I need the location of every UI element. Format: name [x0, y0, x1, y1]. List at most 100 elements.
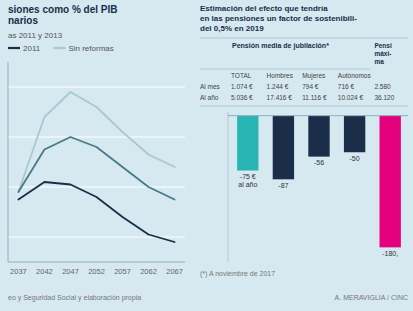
- text-line: 1.074 €: [231, 83, 253, 90]
- text-line: as 2011 y 2013: [8, 31, 63, 40]
- table-column-label: Hombres: [267, 72, 294, 79]
- text-line: -87: [278, 182, 288, 189]
- text-line: narios: [8, 15, 38, 26]
- table-column-label: Mujeres: [302, 72, 326, 80]
- table-row-label: Al año: [200, 94, 219, 101]
- text-line: 794 €: [302, 83, 319, 90]
- title: siones como % del PIBnarios: [8, 4, 117, 26]
- background: [0, 0, 413, 311]
- text-line: ma: [374, 58, 384, 65]
- text-line: eo y Seguridad Social y elaboración prop…: [8, 294, 141, 302]
- text-line: 2011: [23, 44, 41, 53]
- table-cell: 794 €: [302, 83, 319, 90]
- divider: [200, 69, 370, 70]
- text-line: 2067: [166, 267, 183, 276]
- table-header: Pensimáxi-ma: [374, 42, 392, 65]
- text-line: 5.036 €: [231, 94, 253, 101]
- divider: [200, 38, 408, 39]
- x-tick-label: 2062: [140, 267, 157, 276]
- source: eo y Seguridad Social y elaboración prop…: [8, 294, 141, 302]
- text-line: 10.024 €: [338, 94, 364, 101]
- text-line: 2037: [10, 267, 27, 276]
- text-line: -50: [350, 155, 360, 162]
- text-line: en las pensiones un factor de sostenibil…: [200, 14, 357, 23]
- data-label: -75 €al año: [238, 173, 257, 188]
- text-line: Al año: [200, 94, 219, 101]
- grid-line: [8, 87, 185, 88]
- bar: [308, 116, 329, 157]
- footnote: (*) A noviembre de 2017: [200, 270, 275, 278]
- table-cell: 5.036 €: [231, 94, 253, 101]
- text-line: 2062: [140, 267, 157, 276]
- text-line: 2.580: [374, 83, 391, 90]
- table-header: Pensión media de jubilación*: [232, 42, 329, 50]
- table-cell: 2.580: [374, 83, 391, 90]
- data-label: -56: [314, 159, 324, 166]
- table-cell: 11.116 €: [302, 94, 327, 101]
- x-tick-label: 2042: [36, 267, 53, 276]
- baseline: [228, 115, 408, 116]
- table-cell: 17.416 €: [267, 94, 293, 101]
- legend-swatch: [53, 47, 65, 49]
- plot-area: [18, 92, 174, 242]
- divider: [200, 106, 408, 107]
- text-line: (*) A noviembre de 2017: [200, 270, 275, 278]
- data-label: -87: [278, 182, 288, 189]
- x-tick-label: 2052: [88, 267, 105, 276]
- text-line: 17.416 €: [267, 94, 293, 101]
- legend-entry: 2011: [23, 44, 41, 53]
- text-line: Pensi: [374, 42, 392, 49]
- subtitle: as 2011 y 2013: [8, 31, 63, 40]
- text-line: Sin reformas: [68, 44, 113, 53]
- data-label: -50: [350, 155, 360, 162]
- text-line: Estimación del efecto que tendría: [200, 4, 328, 13]
- table-cell: 1.244 €: [267, 83, 289, 90]
- text-line: A. MERAVIGLIA / CINC: [335, 294, 408, 301]
- text-line: 2042: [36, 267, 53, 276]
- text-line: Mujeres: [302, 72, 326, 80]
- text-line: 1.244 €: [267, 83, 289, 90]
- grid-line: [8, 187, 185, 188]
- text-line: al año: [238, 181, 257, 188]
- text-line: TOTAL: [231, 72, 252, 79]
- credit: A. MERAVIGLIA / CINC: [335, 294, 408, 301]
- table-cell: 36.120: [374, 94, 394, 101]
- text-line: -56: [314, 159, 324, 166]
- legend-entry: Sin reformas: [68, 44, 113, 53]
- text-line: 716 €: [338, 83, 355, 90]
- text-line: del 0,5% en 2019: [200, 24, 264, 33]
- y-axis-line: [228, 112, 229, 262]
- text-line: Al mes: [200, 83, 221, 90]
- line-series: [18, 182, 174, 242]
- data-label: -180,: [382, 250, 398, 257]
- x-tick-label: 2047: [62, 267, 79, 276]
- text-line: 11.116 €: [302, 94, 327, 101]
- x-tick-label: 2057: [114, 267, 131, 276]
- plot-area: [237, 116, 401, 248]
- table-column-label: Autónomos: [338, 72, 372, 79]
- bar: [237, 116, 258, 171]
- table-column-label: TOTAL: [231, 72, 252, 79]
- text-line: siones como % del PIB: [8, 4, 117, 15]
- text-line: Hombres: [267, 72, 294, 79]
- y-axis-line: [8, 62, 9, 262]
- title: Estimación del efecto que tendríaen las …: [200, 4, 357, 33]
- text-line: -75 €: [240, 173, 256, 180]
- text-line: 2052: [88, 267, 105, 276]
- table-cell: 716 €: [338, 83, 355, 90]
- bar: [273, 116, 294, 180]
- x-tick-label: 2067: [166, 267, 183, 276]
- legend-swatch: [8, 47, 20, 49]
- table-row-label: Al mes: [200, 83, 221, 90]
- text-line: Pensión media de jubilación*: [232, 42, 329, 50]
- table-cell: 1.074 €: [231, 83, 253, 90]
- grid-line: [8, 137, 185, 138]
- chart-root: siones como % del PIBnarios as 2011 y 201…: [0, 0, 413, 311]
- x-axis-line: [8, 262, 185, 263]
- text-line: 2057: [114, 267, 131, 276]
- text-line: -180,: [382, 250, 398, 257]
- text-line: 2047: [62, 267, 79, 276]
- table-cell: 10.024 €: [338, 94, 364, 101]
- line-series: [18, 137, 174, 200]
- bar: [344, 116, 365, 153]
